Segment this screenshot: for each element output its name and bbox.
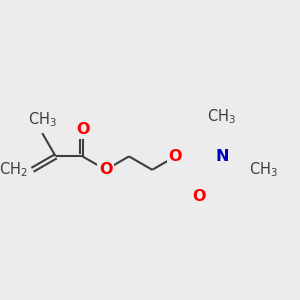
Text: N: N: [215, 149, 229, 164]
Text: O: O: [76, 122, 89, 137]
Text: O: O: [169, 149, 182, 164]
Text: CH$_3$: CH$_3$: [249, 160, 278, 179]
Text: O: O: [99, 162, 112, 177]
Text: O: O: [192, 189, 206, 204]
Text: CH$_3$: CH$_3$: [207, 107, 236, 126]
Text: CH$_2$: CH$_2$: [0, 160, 28, 179]
Text: CH$_3$: CH$_3$: [28, 111, 57, 129]
